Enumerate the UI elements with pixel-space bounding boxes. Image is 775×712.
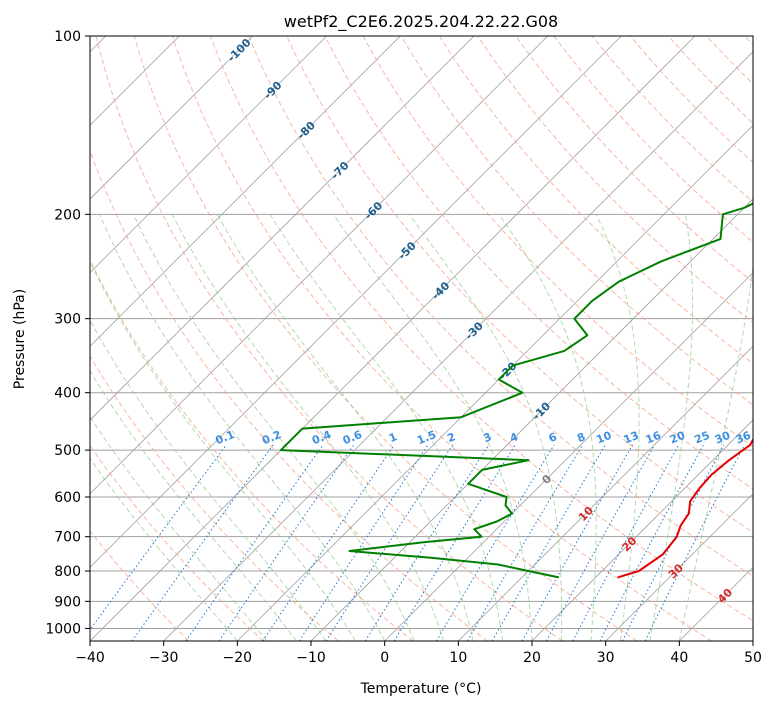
x-axis-label: Temperature (°C) (360, 681, 482, 697)
y-tick-label: 500 (54, 443, 81, 459)
y-tick-label: 100 (54, 29, 81, 45)
y-tick-label: 600 (54, 490, 81, 506)
x-tick-label: −40 (75, 650, 105, 666)
y-tick-label: 1000 (45, 621, 81, 637)
x-tick-label: −30 (149, 650, 179, 666)
y-tick-label: 800 (54, 564, 81, 580)
x-tick-label: 20 (523, 650, 541, 666)
x-tick-label: 10 (449, 650, 467, 666)
x-tick-label: 30 (597, 650, 615, 666)
x-tick-label: 50 (744, 650, 762, 666)
y-tick-label: 900 (54, 594, 81, 610)
y-tick-label: 400 (54, 386, 81, 402)
x-tick-label: 0 (380, 650, 389, 666)
y-tick-label: 200 (54, 207, 81, 223)
x-tick-label: −20 (223, 650, 253, 666)
x-tick-label: 40 (670, 650, 688, 666)
x-tick-label: −10 (296, 650, 326, 666)
y-tick-label: 300 (54, 312, 81, 328)
chart-title: wetPf2_C2E6.2025.204.22.22.G08 (284, 12, 558, 32)
y-axis-label: Pressure (hPa) (12, 289, 28, 389)
y-tick-label: 700 (54, 530, 81, 546)
